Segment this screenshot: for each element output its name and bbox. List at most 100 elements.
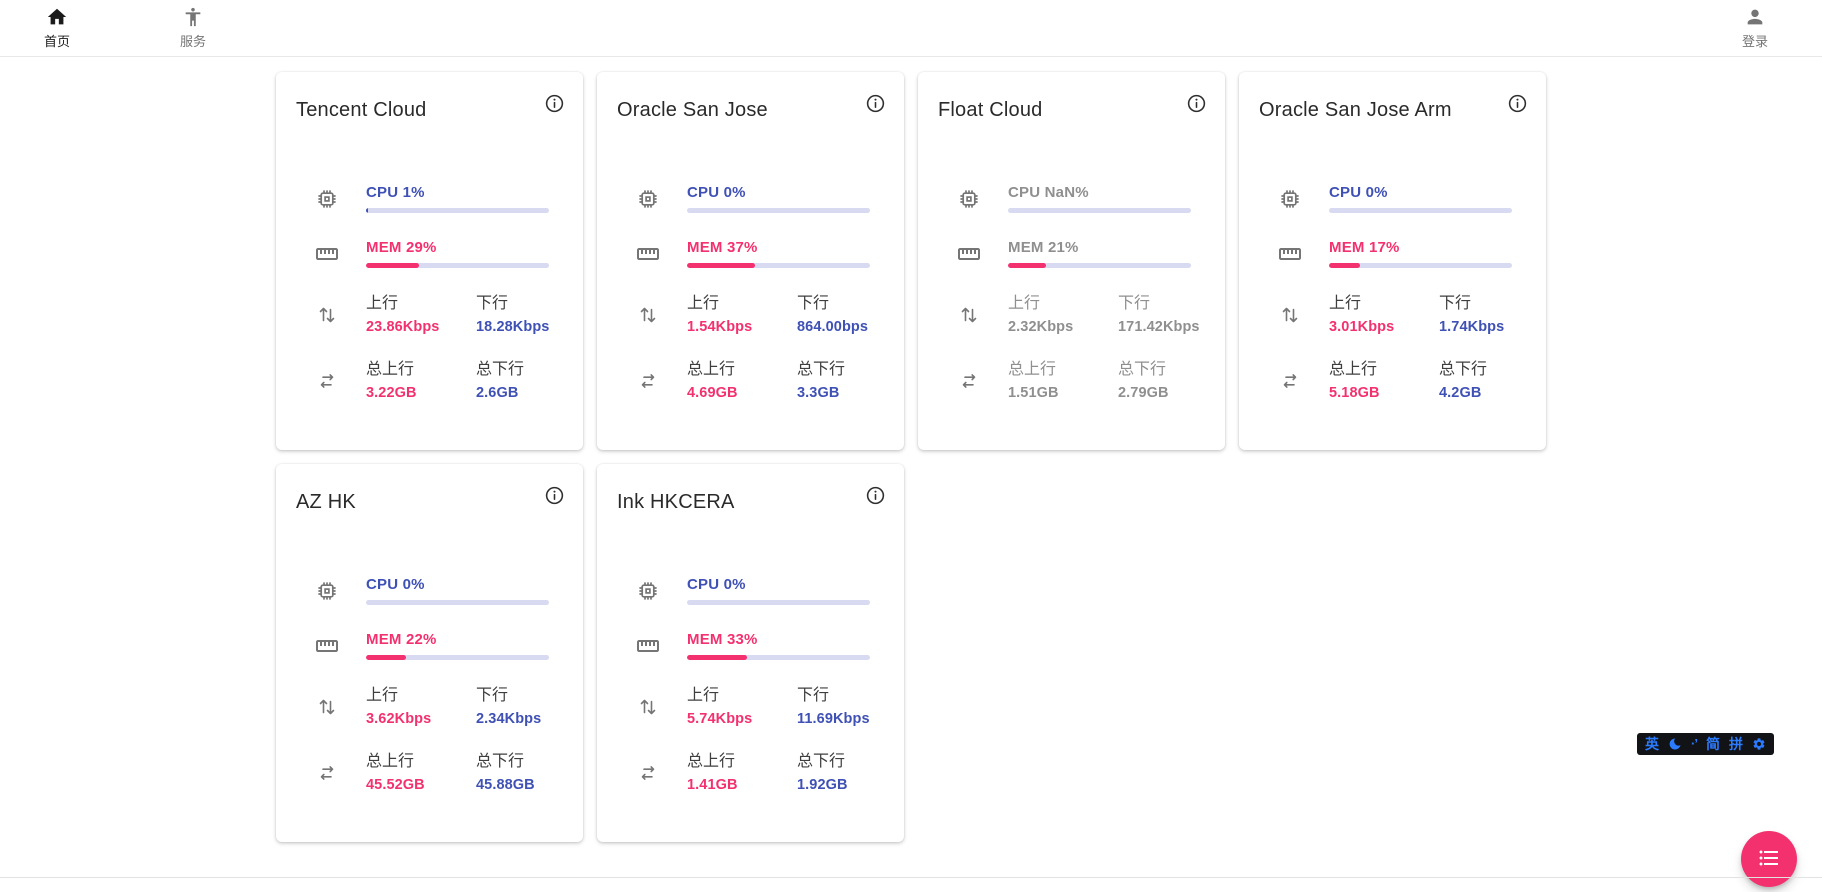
nav-item-home[interactable]: 首页: [30, 6, 84, 50]
info-icon[interactable]: [1507, 93, 1528, 114]
server-name: Tencent Cloud: [296, 99, 427, 121]
total-cols: 总上行 4.69GB 总下行 3.3GB: [687, 361, 870, 401]
mem-meter: MEM 33%: [687, 632, 870, 660]
mem-progress-track: [366, 655, 549, 660]
cpu-meter: CPU 0%: [687, 577, 870, 605]
total-upload: 总上行 1.51GB: [1008, 361, 1118, 401]
download-value: 171.42Kbps: [1118, 319, 1200, 335]
ime-language-toggle[interactable]: 英: [1645, 736, 1659, 752]
cpu-row: CPU NaN%: [938, 185, 1191, 213]
server-name: Oracle San Jose Arm: [1259, 99, 1452, 121]
nav-item-login[interactable]: 登录: [1728, 6, 1782, 50]
nav-item-services[interactable]: 服务: [166, 6, 220, 50]
total-upload-value: 4.69GB: [687, 385, 738, 401]
cpu-progress-track: [687, 600, 870, 605]
speed-cols: 上行 5.74Kbps 下行 11.69Kbps: [687, 687, 870, 727]
cpu-usage-label: CPU 0%: [1329, 184, 1388, 201]
speed-row: 上行 23.86Kbps 下行 18.28Kbps: [296, 295, 549, 335]
top-navbar: 首页 服务 登录: [0, 0, 1822, 57]
swap-horiz-icon: [938, 369, 1008, 393]
swap-horiz-icon: [1259, 369, 1329, 393]
total-download-value: 2.6GB: [476, 385, 519, 401]
total-cols: 总上行 45.52GB 总下行 45.88GB: [366, 753, 549, 793]
total-upload-label: 总上行: [687, 753, 736, 770]
upload-value: 3.62Kbps: [366, 711, 432, 727]
total-download-label: 总下行: [1439, 361, 1488, 378]
ime-pinyin-toggle[interactable]: 拼: [1728, 736, 1743, 752]
mem-progress-track: [1329, 263, 1512, 268]
ime-punctuation-toggle[interactable]: ·’: [1691, 736, 1698, 751]
cpu-progress-track: [366, 600, 549, 605]
swap-vert-icon: [296, 695, 366, 719]
total-row: 总上行 3.22GB 总下行 2.6GB: [296, 361, 549, 401]
speed-cols: 上行 3.62Kbps 下行 2.34Kbps: [366, 687, 549, 727]
info-icon[interactable]: [1186, 93, 1207, 114]
server-card: AZ HK CPU 0%: [276, 464, 583, 842]
download-speed: 下行 11.69Kbps: [797, 687, 870, 727]
server-stats: CPU 1% MEM 29%: [296, 185, 549, 401]
info-icon[interactable]: [865, 93, 886, 114]
download-label: 下行: [797, 687, 830, 704]
info-icon[interactable]: [544, 485, 565, 506]
list-icon: [1757, 846, 1781, 873]
server-card: Float Cloud CPU NaN%: [918, 72, 1225, 450]
footer-divider: [0, 877, 1822, 878]
swap-vert-icon: [938, 303, 1008, 327]
swap-horiz-icon: [617, 369, 687, 393]
mem-row: MEM 21%: [938, 240, 1191, 268]
mem-progress-fill: [687, 655, 748, 660]
download-speed: 下行 1.74Kbps: [1439, 295, 1512, 335]
ime-toolbar: 英 ·’ 简 拼: [1637, 733, 1774, 755]
ime-simplified-toggle[interactable]: 简: [1705, 736, 1720, 752]
card-header: Tencent Cloud: [296, 93, 565, 124]
card-header: Oracle San Jose Arm: [1259, 93, 1528, 124]
moon-icon[interactable]: [1668, 737, 1682, 751]
total-upload: 总上行 1.41GB: [687, 753, 797, 793]
memory-ruler-icon: [617, 242, 687, 266]
server-card: Tencent Cloud CPU 1%: [276, 72, 583, 450]
total-row: 总上行 4.69GB 总下行 3.3GB: [617, 361, 870, 401]
download-label: 下行: [476, 295, 509, 312]
server-list-fab[interactable]: [1741, 831, 1797, 887]
total-upload-value: 5.18GB: [1329, 385, 1380, 401]
gear-icon[interactable]: [1752, 737, 1766, 751]
total-download-label: 总下行: [476, 753, 525, 770]
total-download: 总下行 2.6GB: [476, 361, 549, 401]
speed-row: 上行 5.74Kbps 下行 11.69Kbps: [617, 687, 870, 727]
upload-value: 23.86Kbps: [366, 319, 440, 335]
upload-value: 5.74Kbps: [687, 711, 753, 727]
total-row: 总上行 1.41GB 总下行 1.92GB: [617, 753, 870, 793]
download-speed: 下行 864.00bps: [797, 295, 870, 335]
info-icon[interactable]: [865, 485, 886, 506]
home-icon: [46, 6, 68, 33]
speed-cols: 上行 1.54Kbps 下行 864.00bps: [687, 295, 870, 335]
server-stats: CPU NaN% MEM 21%: [938, 185, 1200, 401]
memory-ruler-icon: [617, 634, 687, 658]
memory-ruler-icon: [938, 242, 1008, 266]
upload-speed: 上行 23.86Kbps: [366, 295, 476, 335]
total-download: 总下行 2.79GB: [1118, 361, 1191, 401]
total-upload-value: 45.52GB: [366, 777, 425, 793]
upload-speed: 上行 2.32Kbps: [1008, 295, 1118, 335]
cpu-chip-icon: [617, 579, 687, 603]
total-download-label: 总下行: [476, 361, 525, 378]
main-content: Tencent Cloud CPU 1%: [276, 72, 1546, 842]
info-icon[interactable]: [544, 93, 565, 114]
mem-usage-label: MEM 22%: [366, 631, 437, 648]
upload-label: 上行: [1008, 295, 1041, 312]
cpu-usage-label: CPU 1%: [366, 184, 425, 201]
cpu-meter: CPU 0%: [1329, 185, 1512, 213]
upload-speed: 上行 3.62Kbps: [366, 687, 476, 727]
upload-label: 上行: [687, 295, 720, 312]
swap-horiz-icon: [617, 761, 687, 785]
server-stats: CPU 0% MEM 33%: [617, 577, 870, 793]
mem-progress-fill: [1008, 263, 1047, 268]
download-value: 1.74Kbps: [1439, 319, 1505, 335]
upload-label: 上行: [1329, 295, 1362, 312]
cpu-progress-track: [1008, 208, 1191, 213]
accessibility-icon: [182, 6, 204, 33]
total-upload: 总上行 3.22GB: [366, 361, 476, 401]
mem-progress-fill: [366, 655, 407, 660]
cpu-row: CPU 0%: [296, 577, 549, 605]
download-label: 下行: [1118, 295, 1151, 312]
